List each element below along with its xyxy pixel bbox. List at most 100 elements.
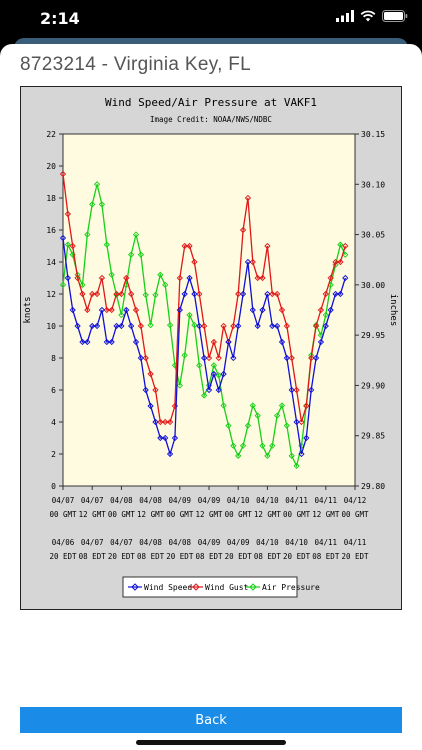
signal-icon: [336, 10, 354, 22]
data-point-wind-speed: [123, 306, 130, 314]
x-tick-gmt-date: 04/08: [110, 496, 133, 505]
data-point-wind-speed: [283, 354, 291, 362]
data-point-wind-speed: [254, 322, 261, 330]
back-button[interactable]: Back: [20, 707, 402, 733]
x-tick-gmt-hour: 00 GMT: [225, 510, 253, 519]
x-tick-edt-date: 04/09: [227, 538, 250, 547]
data-point-air-pressure: [152, 291, 159, 299]
data-point-air-pressure: [142, 291, 149, 299]
data-point-wind-speed: [303, 434, 310, 442]
y-tick-label: 8: [51, 354, 56, 363]
data-point-wind-gust: [74, 274, 81, 282]
data-point-wind-gust: [254, 274, 261, 282]
y2-tick-label: 29.80: [361, 482, 385, 491]
data-point-air-pressure: [93, 181, 101, 188]
data-point-wind-speed: [342, 274, 349, 282]
data-point-air-pressure: [293, 462, 300, 470]
data-point-air-pressure: [337, 241, 344, 248]
data-point-air-pressure: [239, 442, 247, 449]
y2-tick-label: 29.85: [361, 432, 385, 441]
data-point-wind-gust: [108, 306, 115, 314]
legend-air-pressure: Air Pressure: [262, 583, 320, 592]
data-point-wind-speed: [79, 338, 86, 346]
chart-subtitle: Image Credit: NOAA/NWS/NDBC: [150, 115, 272, 124]
x-tick-gmt-date: 04/07: [52, 496, 75, 505]
y-tick-label: 22: [46, 130, 56, 139]
data-point-wind-speed: [269, 322, 276, 330]
data-point-air-pressure: [64, 241, 72, 248]
x-tick-gmt-hour: 00 GMT: [166, 510, 194, 519]
data-point-wind-gust: [98, 274, 106, 282]
data-point-wind-speed: [132, 338, 140, 346]
x-tick-edt-hour: 08 EDT: [312, 552, 340, 561]
data-point-wind-gust: [103, 306, 110, 314]
x-tick-edt-date: 04/10: [256, 538, 279, 547]
data-point-air-pressure: [278, 402, 286, 409]
x-tick-gmt-hour: 12 GMT: [254, 510, 282, 519]
y-tick-label: 14: [46, 258, 56, 267]
data-point-air-pressure: [186, 311, 193, 319]
x-tick-gmt-hour: 12 GMT: [312, 510, 340, 519]
data-point-wind-gust: [142, 354, 149, 362]
wind-pressure-chart: Wind Speed/Air Pressure at VAKF1 Image C…: [20, 86, 402, 610]
x-tick-edt-hour: 08 EDT: [195, 552, 223, 561]
legend-wind-speed-marker: [131, 583, 139, 591]
data-point-wind-gust: [235, 290, 242, 298]
data-point-air-pressure: [59, 281, 67, 288]
y-tick-label: 0: [51, 482, 56, 491]
data-point-wind-gust: [191, 258, 198, 266]
y-tick-label: 18: [46, 194, 56, 203]
data-point-wind-gust: [249, 258, 256, 266]
data-point-wind-speed: [64, 274, 72, 282]
data-point-wind-speed: [171, 434, 179, 442]
data-point-wind-speed: [332, 290, 339, 298]
data-point-air-pressure: [127, 251, 135, 258]
data-point-air-pressure: [98, 201, 106, 208]
data-point-wind-gust: [147, 370, 154, 378]
data-point-wind-speed: [84, 338, 91, 346]
x-tick-edt-hour: 20 EDT: [341, 552, 369, 561]
data-point-air-pressure: [196, 362, 203, 369]
data-point-wind-speed: [308, 386, 315, 394]
x-tick-gmt-date: 04/12: [344, 496, 367, 505]
data-point-wind-speed: [327, 306, 334, 314]
data-point-wind-gust: [342, 242, 349, 250]
modal-sheet: 8723214 - Virginia Key, FL Wind Speed/Ai…: [0, 44, 422, 750]
data-point-wind-speed: [93, 322, 101, 330]
data-point-air-pressure: [235, 452, 242, 459]
data-point-air-pressure: [332, 261, 339, 268]
data-point-wind-speed: [181, 290, 188, 298]
data-point-air-pressure: [254, 412, 261, 419]
y-tick-label: 12: [46, 290, 56, 299]
data-point-wind-gust: [210, 338, 218, 346]
x-tick-edt-date: 04/06: [52, 538, 75, 547]
data-point-air-pressure: [273, 412, 281, 419]
data-point-wind-speed: [176, 306, 183, 314]
data-point-air-pressure: [137, 251, 145, 258]
data-point-wind-gust: [312, 322, 320, 330]
x-tick-edt-hour: 20 EDT: [49, 552, 77, 561]
data-point-wind-speed: [205, 386, 213, 394]
data-point-wind-speed: [98, 306, 106, 314]
data-point-wind-gust: [332, 258, 339, 266]
data-point-wind-gust: [220, 322, 227, 330]
data-point-wind-speed: [220, 370, 227, 378]
series-line-wind-speed: [62, 237, 346, 457]
data-point-wind-gust: [278, 306, 286, 314]
data-point-wind-gust: [59, 170, 67, 178]
data-point-wind-speed: [186, 274, 193, 282]
y2-tick-label: 29.95: [361, 331, 385, 340]
data-point-wind-gust: [176, 274, 183, 282]
y-tick-label: 2: [51, 450, 56, 459]
data-point-wind-gust: [303, 402, 310, 410]
data-point-wind-speed: [147, 402, 154, 410]
data-point-wind-speed: [166, 450, 174, 458]
y-tick-label: 4: [51, 418, 56, 427]
data-point-air-pressure: [200, 392, 208, 399]
data-point-wind-speed: [89, 322, 96, 330]
data-point-air-pressure: [181, 352, 188, 359]
y2-tick-label: 30.05: [361, 231, 385, 240]
x-tick-edt-hour: 20 EDT: [108, 552, 136, 561]
data-point-air-pressure: [283, 422, 291, 429]
data-point-wind-gust: [93, 290, 101, 298]
